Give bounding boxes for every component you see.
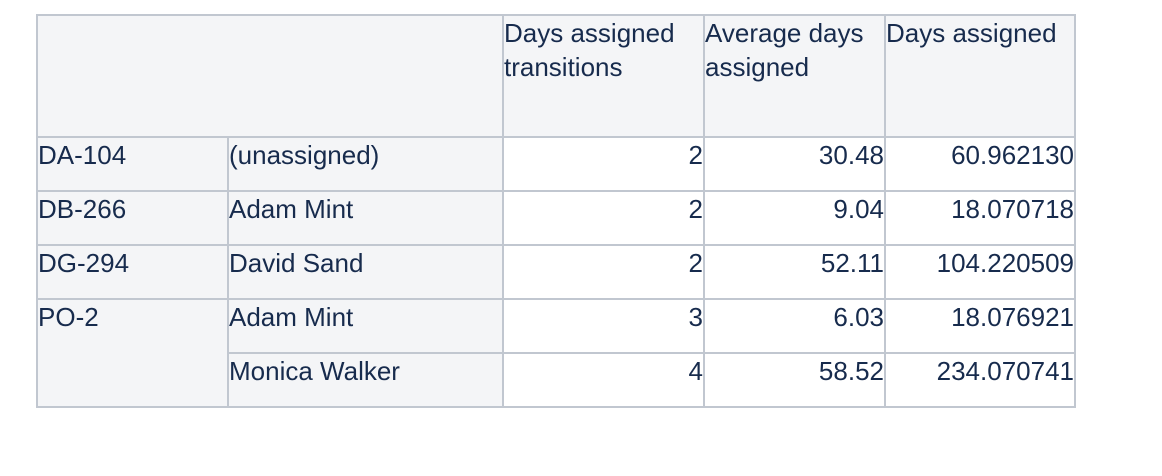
days-assigned-cell: 18.070718 bbox=[884, 190, 1076, 246]
issue-key-cell[interactable]: DB-266 bbox=[36, 190, 229, 246]
average-days-cell: 6.03 bbox=[703, 298, 886, 354]
transitions-cell: 2 bbox=[502, 190, 705, 246]
transitions-cell: 2 bbox=[502, 244, 705, 300]
header-average-days-assigned[interactable]: Average days assigned bbox=[703, 14, 886, 138]
header-corner-cell bbox=[36, 14, 504, 138]
table-row: DB-266 Adam Mint 2 9.04 18.070718 bbox=[36, 190, 1076, 246]
assignee-cell[interactable]: David Sand bbox=[227, 244, 504, 300]
table-row: DG-294 David Sand 2 52.11 104.220509 bbox=[36, 244, 1076, 300]
report-table: Days assigned transitions Average days a… bbox=[36, 14, 1076, 408]
header-days-assigned[interactable]: Days assigned bbox=[884, 14, 1076, 138]
header-days-assigned-transitions[interactable]: Days assigned transitions bbox=[502, 14, 705, 138]
average-days-cell: 52.11 bbox=[703, 244, 886, 300]
table-row: PO-2 Adam Mint 3 6.03 18.076921 bbox=[36, 298, 1076, 408]
transitions-cell: 2 bbox=[502, 136, 705, 192]
average-days-cell: 30.48 bbox=[703, 136, 886, 192]
days-assigned-cell: 60.962130 bbox=[884, 136, 1076, 192]
assignee-cell[interactable]: Adam Mint bbox=[227, 298, 504, 354]
table-body: DA-104 (unassigned) 2 30.48 60.962130 DB… bbox=[36, 136, 1076, 408]
days-assigned-cell: 18.076921 bbox=[884, 298, 1076, 354]
transitions-cell: 4 bbox=[502, 352, 705, 408]
transitions-cell: 3 bbox=[502, 298, 705, 354]
table-row: DA-104 (unassigned) 2 30.48 60.962130 bbox=[36, 136, 1076, 192]
assignee-cell[interactable]: Monica Walker bbox=[227, 352, 504, 408]
assignee-cell[interactable]: (unassigned) bbox=[227, 136, 504, 192]
days-assigned-cell: 104.220509 bbox=[884, 244, 1076, 300]
header-row: Days assigned transitions Average days a… bbox=[36, 14, 1076, 138]
average-days-cell: 58.52 bbox=[703, 352, 886, 408]
issue-key-cell[interactable]: PO-2 bbox=[36, 298, 229, 408]
issue-key-cell[interactable]: DA-104 bbox=[36, 136, 229, 192]
assignee-cell[interactable]: Adam Mint bbox=[227, 190, 504, 246]
table-header: Days assigned transitions Average days a… bbox=[36, 14, 1076, 138]
table-row: Monica Walker 4 58.52 234.070741 bbox=[37, 352, 1076, 408]
days-assigned-cell: 234.070741 bbox=[884, 352, 1076, 408]
issue-key-cell[interactable]: DG-294 bbox=[36, 244, 229, 300]
average-days-cell: 9.04 bbox=[703, 190, 886, 246]
